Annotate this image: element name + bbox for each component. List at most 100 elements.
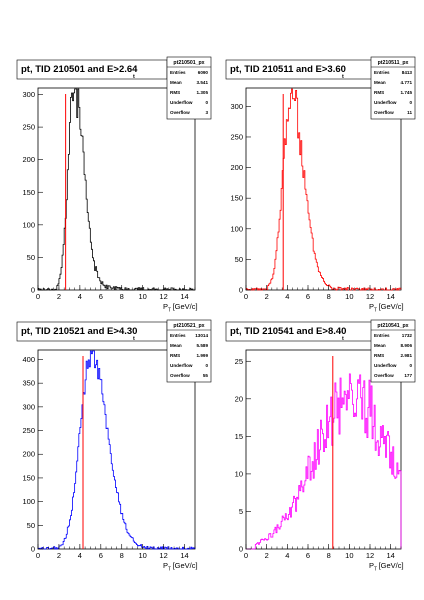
title-box: pt, TID 210501 and E>2.64t (16, 59, 168, 80)
y-tick-label: 0 (31, 545, 35, 554)
x-tick-label: 12 (366, 292, 374, 301)
stats-label: Overflow (170, 110, 190, 115)
x-tick-label: 8 (327, 292, 331, 301)
chart-title-sub: t (342, 336, 344, 342)
stats-label: Entries (374, 70, 390, 75)
x-tick-label: 12 (159, 292, 167, 301)
y-tick-label: 250 (22, 123, 35, 132)
x-tick-label: 2 (265, 551, 269, 560)
x-axis-label-main: P (163, 302, 168, 311)
y-tick-label: 25 (235, 357, 243, 366)
x-tick-label: 14 (386, 551, 394, 560)
y-tick-label: 300 (22, 90, 35, 99)
stats-label: Mean (374, 80, 386, 85)
x-tick-label: 6 (99, 292, 103, 301)
x-tick-label: 6 (306, 292, 310, 301)
stats-value: 0 (205, 100, 208, 105)
stats-label: Entries (374, 333, 390, 338)
stats-frame (166, 56, 212, 120)
stats-label: Entries (170, 70, 186, 75)
chart-title-cut: >8.40 (322, 326, 346, 337)
x-axis-label: PT [GeV/c] (163, 561, 198, 573)
title-box: pt, TID 210541 and E>8.40t (225, 321, 377, 342)
chart-title-sub: t (133, 336, 135, 342)
stats-name: pt210511_px (378, 60, 409, 66)
chart-title-cut: >2.64 (113, 64, 138, 75)
y-tick-label: 100 (22, 220, 35, 229)
x-tick-label: 14 (386, 292, 394, 301)
stats-frame (370, 56, 416, 120)
stats-value: 1.999 (197, 353, 209, 358)
histogram-panel-3: 0 2 4 6 8 10 12 14 0 50 100 150 200 250 300 350 400 PT [Ge… (16, 319, 212, 573)
y-tick-label: 200 (230, 163, 243, 172)
x-axis-label-sub: T (374, 308, 377, 314)
stats-box: pt210541_px Entries 1732 Mean 8.906 RMS 2.981 U… (370, 319, 416, 383)
x-axis-label: PT [GeV/c] (369, 561, 404, 573)
stats-value: 1.305 (197, 90, 209, 95)
x-axis-label: PT [GeV/c] (369, 302, 404, 314)
stats-value: 0 (409, 363, 412, 368)
stats-name: pt210521_px (173, 323, 204, 329)
chart-title-main: pt, TID 210541 and E (230, 326, 322, 337)
x-tick-label: 4 (78, 551, 82, 560)
y-tick-label: 0 (31, 286, 35, 295)
stats-value: 0 (409, 100, 412, 105)
y-tick-label: 150 (230, 194, 243, 203)
stats-value: 177 (404, 373, 412, 378)
stats-label: Underflow (170, 100, 193, 105)
x-tick-label: 14 (180, 551, 188, 560)
stats-value: 8413 (402, 70, 413, 75)
x-tick-label: 0 (36, 551, 40, 560)
histogram-panel-4: 0 2 4 6 8 10 12 14 0 5 10 15 20 25 PT [GeV/c] pt, TID 21… (225, 319, 416, 573)
y-tick-label: 15 (235, 432, 243, 441)
stats-name: pt210541_px (377, 323, 408, 329)
y-tick-label: 150 (22, 473, 35, 482)
y-tick-label: 200 (22, 450, 35, 459)
y-tick-label: 300 (230, 102, 243, 111)
y-tick-label: 50 (27, 253, 35, 262)
x-tick-label: 0 (244, 551, 248, 560)
histogram-line (37, 350, 196, 550)
chart-title-main: pt, TID 210511 and E (230, 64, 322, 75)
y-tick-label: 100 (230, 224, 243, 233)
stats-frame (166, 319, 212, 383)
x-tick-label: 8 (327, 551, 331, 560)
x-axis-label-sub: T (168, 567, 171, 573)
title-box: pt, TID 210511 and E>3.60t (225, 59, 377, 80)
x-tick-label: 6 (306, 551, 310, 560)
y-tick-label: 300 (22, 402, 35, 411)
chart-title-main: pt, TID 210501 and E (21, 64, 113, 75)
y-tick-label: 50 (27, 521, 35, 530)
stats-value: 8.906 (401, 343, 413, 348)
stats-value: 0 (205, 363, 208, 368)
y-tick-label: 250 (22, 426, 35, 435)
x-tick-label: 10 (138, 551, 146, 560)
x-tick-label: 14 (180, 292, 188, 301)
stats-label: Mean (170, 80, 182, 85)
y-tick-label: 0 (239, 545, 243, 554)
stats-label: Mean (170, 343, 182, 348)
x-axis-label-main: P (369, 302, 374, 311)
title-box: pt, TID 210521 and E>4.30t (16, 321, 168, 342)
stats-value: 5.589 (197, 343, 209, 348)
stats-label: RMS (374, 353, 384, 358)
x-axis-label-unit: [GeV/c] (379, 561, 404, 570)
stats-name: pt210501_px (173, 60, 204, 66)
y-tick-label: 200 (22, 155, 35, 164)
stats-label: Entries (170, 333, 186, 338)
y-tick-label: 20 (235, 394, 243, 403)
x-axis-label-main: P (163, 561, 168, 570)
x-axis-label-sub: T (168, 308, 171, 314)
stats-label: Underflow (374, 100, 397, 105)
stats-label: Overflow (170, 373, 190, 378)
y-tick-label: 100 (22, 497, 35, 506)
x-tick-label: 10 (138, 292, 146, 301)
stats-value: 11 (407, 110, 412, 115)
stats-label: Overflow (374, 373, 394, 378)
stats-box: pt210511_px Entries 8413 Mean 4.771 RMS 1.745 U… (370, 56, 416, 120)
x-tick-label: 6 (99, 551, 103, 560)
y-tick-label: 50 (235, 255, 243, 264)
x-tick-label: 2 (57, 292, 61, 301)
stats-label: Mean (374, 343, 386, 348)
